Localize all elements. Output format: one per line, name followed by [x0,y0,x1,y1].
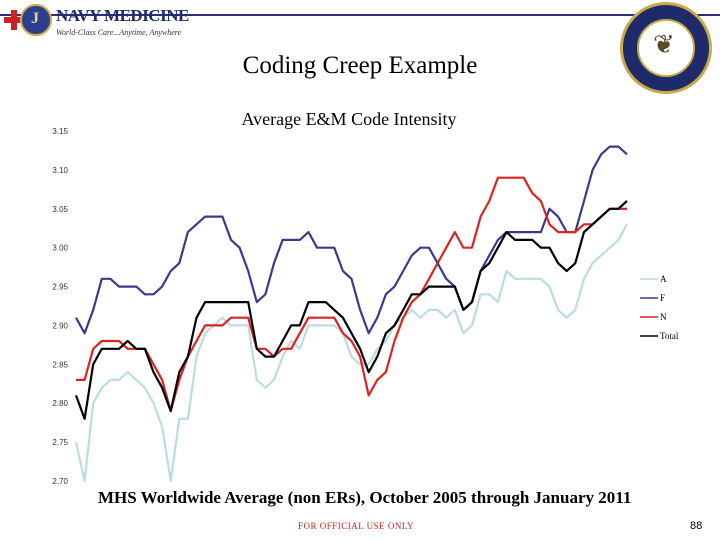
chart-caption: MHS Worldwide Average (non ERs), October… [98,488,632,507]
y-tick-label: 2.80 [52,399,68,408]
logo-name: NAVY MEDICINE [56,6,189,25]
y-tick-label: 2.95 [52,283,68,292]
series-line-total [74,200,628,420]
page-number: 88 [690,520,703,532]
globe-emblem-icon: J [20,4,52,36]
y-tick-label: 3.05 [52,205,68,214]
series-line-f [75,145,628,335]
y-tick-label: 2.70 [52,477,68,486]
legend-label-f: F [660,293,665,303]
seal-inner: ❦ [637,19,695,77]
y-tick-label: 2.75 [52,438,68,447]
logo-tagline: World-Class Care...Anytime, Anywhere [56,28,182,37]
navy-medicine-logo: J NAVY MEDICINE World-Class Care...Anyti… [4,2,189,46]
legend-label-a: A [660,274,667,284]
legend-label-n: N [660,312,667,322]
header-rule [0,14,720,16]
classification-label: FOR OFFICIAL USE ONLY [298,521,415,531]
y-tick-label: 2.85 [52,360,68,369]
page-title: Coding Creep Example [242,52,478,79]
series-line-a [74,223,628,483]
y-tick-label: 3.15 [52,127,68,136]
series-group [74,145,628,483]
eagle-icon: ❦ [653,30,675,59]
series-line-n [76,176,627,413]
y-tick-label: 3.10 [52,166,68,175]
chart-legend: AFN Total [640,274,679,341]
y-tick-label: 3.00 [52,244,68,253]
legend-label-total: Total [660,331,679,341]
red-cross-icon [4,10,24,30]
y-tick-label: 2.90 [52,321,68,330]
chart-title: Average E&M Code Intensity [241,109,456,129]
department-of-navy-seal-icon: ❦ [620,2,712,94]
y-axis: 3.15 3.10 3.05 3.00 2.95 2.90 2.85 2.80 2.75 2.70 [52,127,68,486]
